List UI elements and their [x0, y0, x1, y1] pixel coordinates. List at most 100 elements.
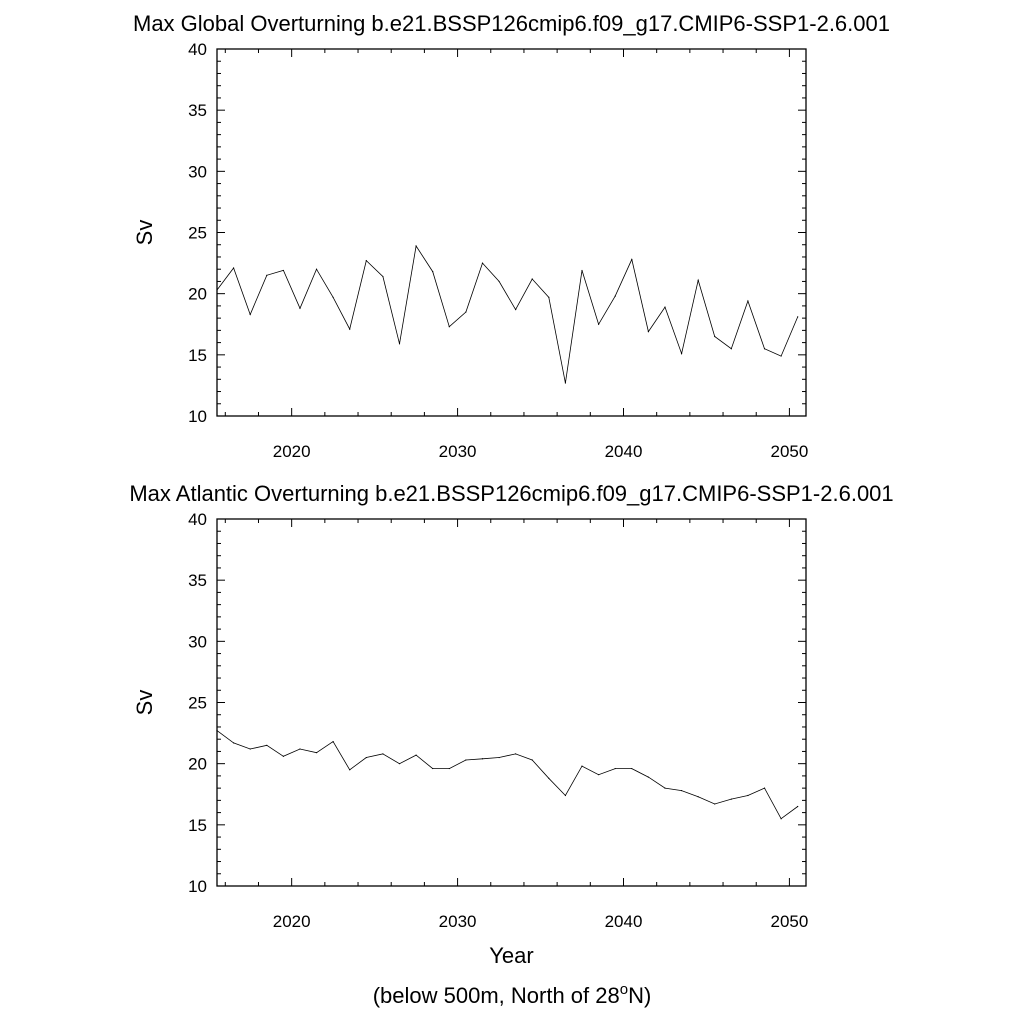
data-point [548, 777, 550, 779]
series-line [216, 730, 798, 820]
data-point [498, 756, 500, 759]
data-point [315, 268, 318, 270]
x-axis-label: Year [489, 943, 533, 968]
data-point [697, 796, 699, 798]
data-point [780, 818, 782, 820]
data-point [216, 289, 218, 291]
data-point [614, 295, 616, 297]
data-point [382, 753, 384, 755]
y-tick-label: 15 [188, 346, 207, 365]
data-point [515, 753, 517, 755]
data-point [564, 382, 567, 384]
data-point [432, 767, 434, 770]
data-point [398, 343, 401, 345]
data-point [680, 789, 683, 792]
data-point [797, 316, 799, 318]
y-tick-label: 30 [188, 162, 207, 181]
data-point [382, 275, 384, 278]
plot-frame [216, 48, 807, 417]
data-point [747, 794, 749, 797]
x-tick-label: 2040 [605, 912, 643, 931]
data-point [780, 355, 782, 357]
data-point [664, 306, 666, 308]
data-point [432, 271, 434, 273]
data-point [515, 308, 517, 311]
x-tick-label: 2050 [770, 912, 808, 931]
data-point [631, 258, 633, 261]
footnote-superscript: o [620, 981, 628, 998]
data-point [448, 767, 450, 770]
data-point [581, 765, 583, 767]
data-point [548, 296, 550, 298]
data-point [531, 759, 533, 761]
data-point [598, 323, 600, 325]
data-point [365, 756, 367, 759]
data-point [614, 767, 616, 770]
data-point [564, 794, 567, 797]
data-point [249, 313, 251, 316]
y-tick-label: 40 [188, 510, 207, 529]
data-point [315, 752, 318, 754]
atlantic-overturning-panel: Max Atlantic Overturning b.e21.BSSP126cm… [129, 481, 893, 968]
y-tick-label: 15 [188, 816, 207, 835]
data-point [730, 798, 732, 800]
data-point [664, 787, 666, 789]
y-tick-label: 10 [188, 407, 207, 426]
data-point [332, 296, 334, 298]
data-point [481, 758, 484, 760]
data-point [697, 279, 699, 281]
data-point [249, 748, 251, 750]
data-point [349, 328, 351, 330]
y-axis-label: Sv [132, 220, 157, 246]
y-tick-label: 25 [188, 694, 207, 713]
data-point [680, 353, 683, 355]
footnote-text: (below 500m, North of 28 [373, 983, 620, 1008]
data-point [647, 776, 649, 778]
global-overturning-panel: Max Global Overturning b.e21.BSSP126cmip… [132, 11, 890, 461]
data-point [531, 278, 533, 280]
data-point [465, 759, 467, 761]
data-point [714, 803, 716, 805]
y-tick-label: 10 [188, 877, 207, 896]
series-line [216, 244, 799, 384]
chart-title: Max Atlantic Overturning b.e21.BSSP126cm… [129, 481, 893, 506]
x-tick-label: 2030 [439, 442, 477, 461]
data-point [216, 730, 218, 732]
data-point [465, 311, 467, 313]
data-point [581, 269, 583, 272]
data-point [714, 335, 716, 338]
data-point [282, 755, 284, 757]
x-tick-label: 2020 [273, 912, 311, 931]
data-point [730, 348, 732, 350]
data-point [232, 742, 235, 744]
data-point [415, 754, 417, 756]
chart-title: Max Global Overturning b.e21.BSSP126cmip… [133, 11, 890, 36]
data-point [747, 300, 749, 302]
data-point [598, 774, 600, 776]
data-point [299, 307, 301, 309]
data-point [631, 767, 633, 770]
plot-frame [216, 518, 807, 887]
y-tick-label: 40 [188, 40, 207, 59]
data-point [266, 744, 268, 746]
x-tick-label: 2030 [439, 912, 477, 931]
y-tick-label: 30 [188, 632, 207, 651]
y-tick-label: 20 [188, 285, 207, 304]
data-point [349, 769, 351, 771]
data-point [398, 763, 401, 765]
y-tick-label: 35 [188, 571, 207, 590]
data-point [299, 748, 301, 750]
data-point [332, 741, 334, 743]
y-tick-label: 25 [188, 224, 207, 243]
footnote: (below 500m, North of 28oN) [373, 981, 652, 1008]
footnote-text-end: N) [628, 983, 651, 1008]
data-point [481, 262, 484, 264]
data-point [498, 280, 500, 283]
x-tick-label: 2040 [605, 442, 643, 461]
data-point [763, 348, 766, 350]
data-point [415, 245, 417, 247]
data-point [448, 326, 450, 328]
y-tick-label: 35 [188, 101, 207, 120]
data-point [797, 805, 799, 808]
